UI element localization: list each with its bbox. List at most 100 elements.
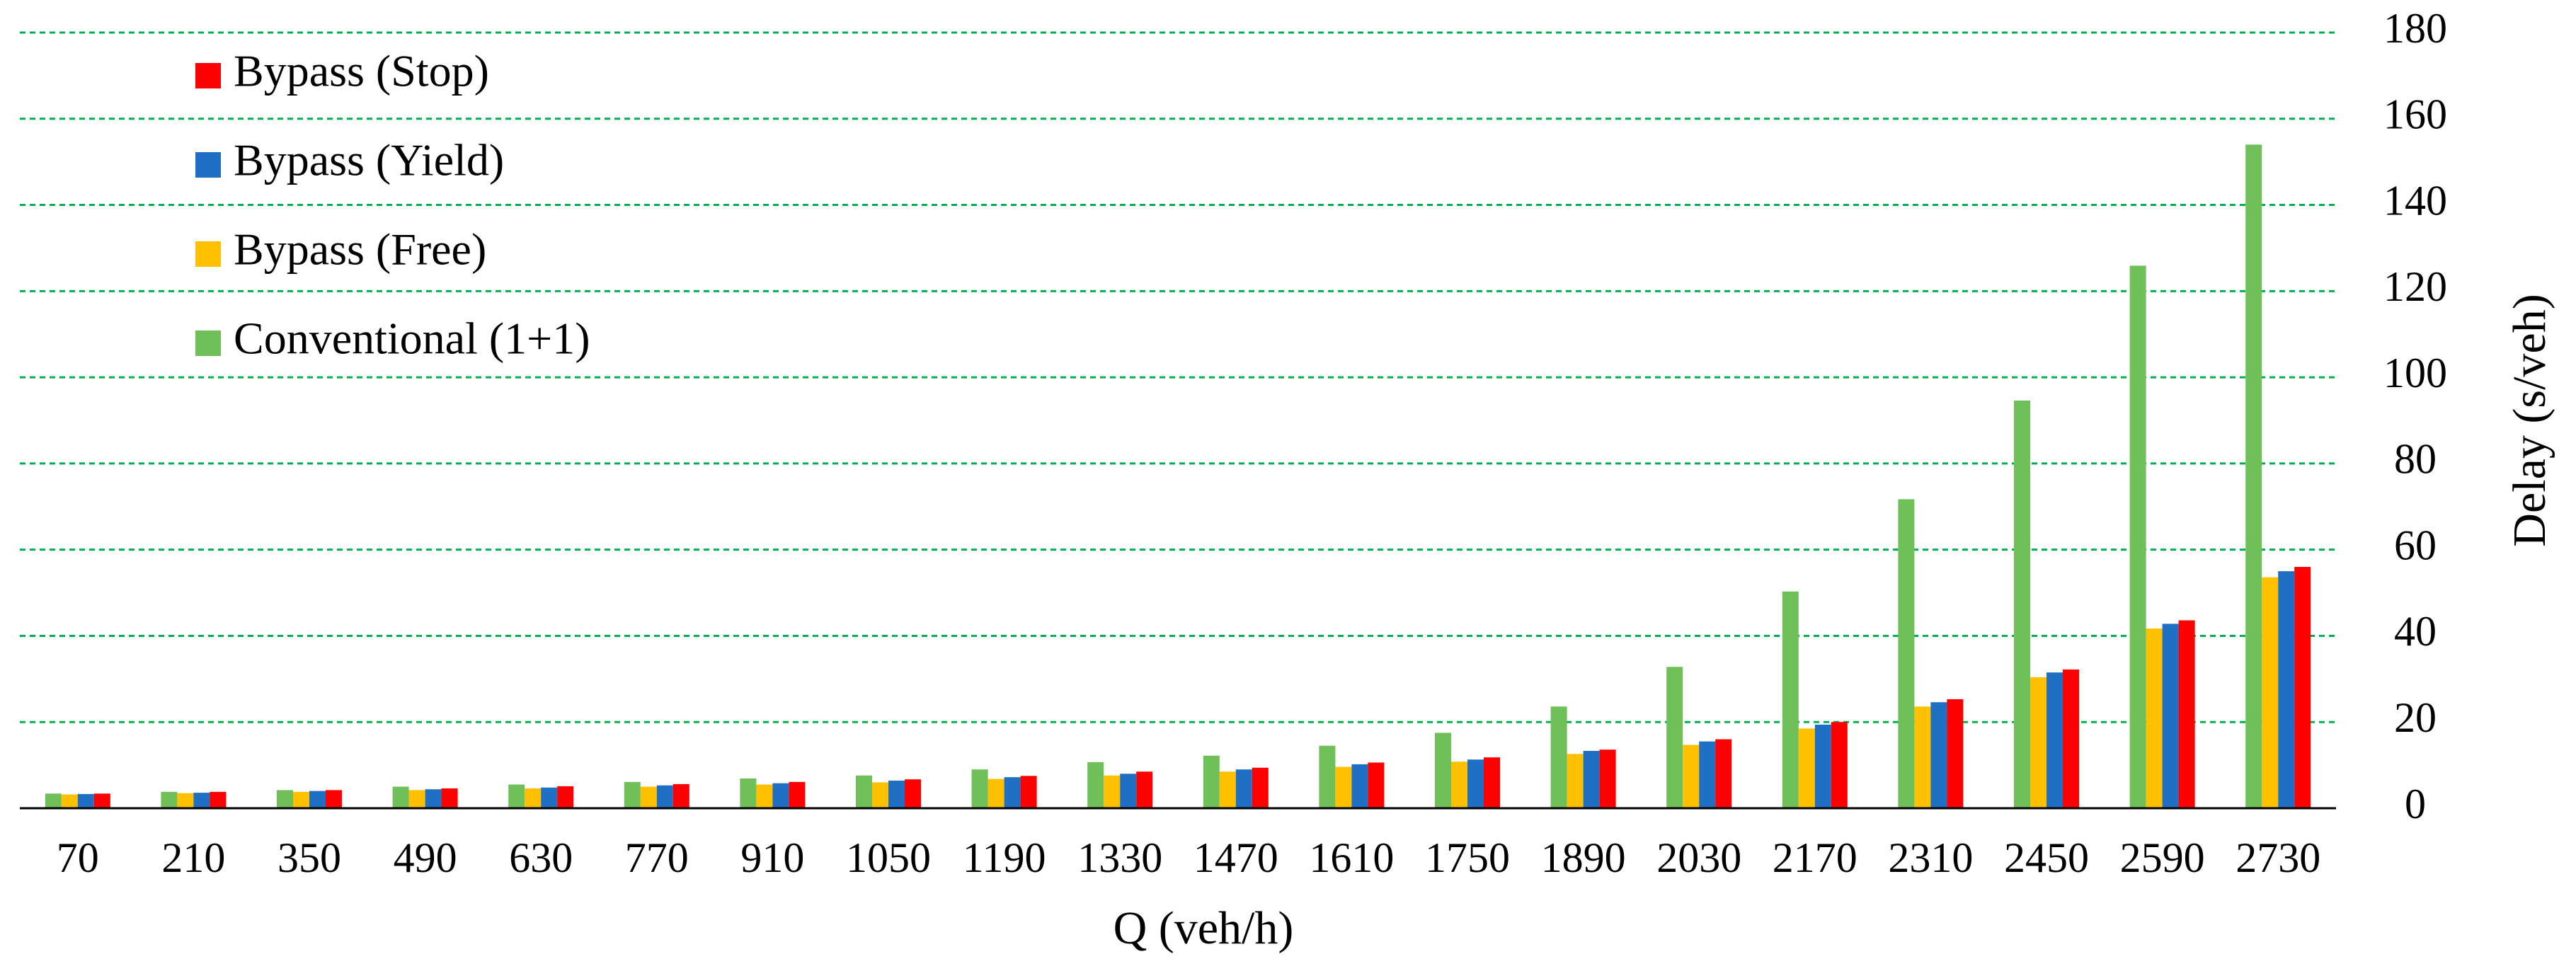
bar <box>1104 775 1121 808</box>
bar <box>1898 499 1915 808</box>
bar <box>624 781 641 808</box>
bar <box>2278 571 2295 808</box>
bar <box>177 793 194 808</box>
bar <box>525 788 542 808</box>
bar <box>1368 762 1385 808</box>
legend-swatch <box>195 241 221 267</box>
bar <box>1451 762 1467 808</box>
bar <box>988 778 1004 808</box>
bar <box>161 791 178 808</box>
y-tick-label: 20 <box>2394 694 2437 741</box>
legend-swatch <box>195 63 221 88</box>
bar <box>1583 751 1600 808</box>
bar <box>1435 732 1451 808</box>
x-tick-label: 1750 <box>1425 834 1510 881</box>
bar <box>392 786 409 808</box>
x-tick-label: 1890 <box>1541 834 1626 881</box>
bar <box>888 781 905 808</box>
bar <box>905 779 921 808</box>
y-tick-label: 0 <box>2405 781 2426 827</box>
bar <box>2294 567 2311 808</box>
bar <box>1252 767 1269 808</box>
bar <box>441 788 458 808</box>
bar <box>672 783 689 808</box>
legend-label: Bypass (Yield) <box>234 135 504 185</box>
bar <box>2262 577 2279 808</box>
bar <box>2063 669 2079 808</box>
bar <box>1484 757 1500 808</box>
x-tick-label: 2030 <box>1656 834 1741 881</box>
x-tick-label: 1610 <box>1309 834 1394 881</box>
bar <box>1203 755 1220 808</box>
bar <box>2178 620 2195 808</box>
x-tick-label: 1330 <box>1077 834 1162 881</box>
x-tick-label: 2590 <box>2120 834 2205 881</box>
bar <box>1699 741 1716 808</box>
bar <box>1831 722 1848 808</box>
bar <box>2030 677 2047 808</box>
x-tick-label: 770 <box>625 834 689 881</box>
bar <box>1715 739 1732 808</box>
bar <box>61 794 78 808</box>
bar <box>2245 144 2262 809</box>
y-tick-label: 40 <box>2394 608 2437 655</box>
bar <box>1567 754 1584 808</box>
y-tick-label: 100 <box>2383 350 2447 396</box>
bar <box>2014 400 2030 808</box>
bar <box>45 793 62 808</box>
x-tick-label: 2450 <box>2004 834 2089 881</box>
x-tick-label: 490 <box>394 834 457 881</box>
bar <box>277 790 293 808</box>
x-tick-label: 2730 <box>2236 834 2320 881</box>
bar <box>1930 702 1947 808</box>
bar <box>77 793 94 808</box>
bar <box>2146 628 2163 808</box>
x-tick-label: 2170 <box>1773 834 1857 881</box>
x-tick-label: 1050 <box>846 834 931 881</box>
x-tick-label: 1190 <box>963 834 1046 881</box>
bar <box>425 789 442 808</box>
bar <box>1335 766 1352 808</box>
bar <box>508 784 525 808</box>
y-tick-label: 180 <box>2383 5 2447 52</box>
x-tick-label: 210 <box>161 834 225 881</box>
bar <box>557 786 574 808</box>
y-tick-label: 120 <box>2383 263 2447 310</box>
bar <box>210 791 227 808</box>
bar <box>756 784 773 808</box>
legend-label: Conventional (1+1) <box>234 314 590 364</box>
bar <box>1319 745 1336 808</box>
bar <box>1550 706 1567 808</box>
bar <box>1914 706 1931 808</box>
bar <box>1020 776 1037 808</box>
x-tick-label: 70 <box>57 834 99 881</box>
y-tick-label: 60 <box>2394 522 2437 568</box>
x-tick-label: 2310 <box>1888 834 1973 881</box>
bar <box>1666 667 1683 808</box>
bar <box>740 778 757 808</box>
bar <box>789 781 806 808</box>
bar <box>2047 672 2063 808</box>
bar <box>293 791 309 808</box>
bar <box>1467 759 1484 808</box>
bar <box>309 791 326 808</box>
bar <box>1136 771 1153 808</box>
x-axis-title: Q (veh/h) <box>1114 902 1294 954</box>
x-tick-label: 350 <box>277 834 341 881</box>
x-tick-label: 1470 <box>1193 834 1278 881</box>
bar <box>1087 762 1104 808</box>
bar <box>872 782 888 808</box>
x-tick-label: 630 <box>509 834 573 881</box>
bar <box>1219 771 1236 808</box>
bar <box>408 790 425 808</box>
legend-label: Bypass (Stop) <box>234 46 489 96</box>
bar <box>1798 728 1815 808</box>
bar <box>326 790 342 808</box>
legend-label: Bypass (Free) <box>234 224 486 275</box>
bar <box>1351 764 1368 808</box>
bar <box>1683 745 1700 808</box>
bar <box>772 783 789 808</box>
bar <box>1814 724 1831 808</box>
bar <box>2129 265 2146 808</box>
bar <box>1599 749 1616 808</box>
